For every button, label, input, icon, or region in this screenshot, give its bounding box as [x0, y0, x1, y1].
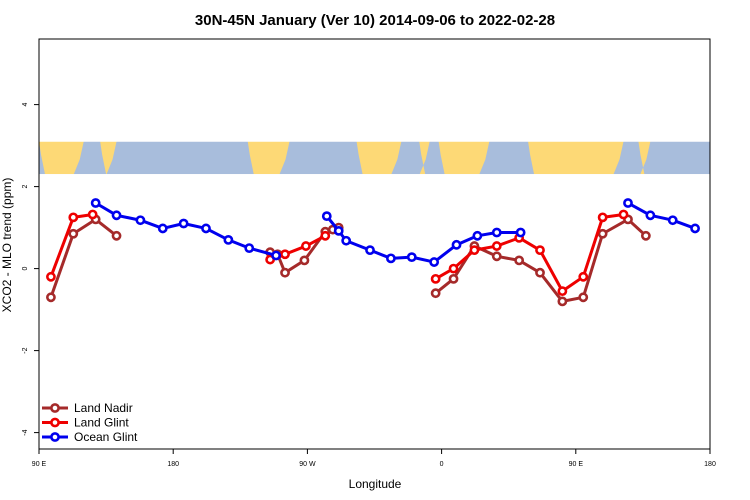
map-landmass [438, 141, 490, 175]
data-point [472, 230, 483, 241]
data-point [135, 215, 146, 226]
data-point [68, 228, 79, 239]
x-tick-label: 90 E [32, 461, 47, 468]
x-tick-label: 180 [704, 461, 716, 468]
legend-swatch-point [50, 432, 60, 442]
data-point [578, 271, 589, 282]
data-point [597, 228, 608, 239]
data-point [365, 245, 375, 256]
data-point [618, 209, 629, 220]
data-point [321, 211, 332, 222]
data-point [333, 225, 344, 236]
data-point [271, 250, 281, 261]
data-point [201, 223, 211, 234]
data-point [430, 273, 441, 284]
data-point [491, 241, 502, 251]
series-line [627, 201, 696, 230]
map-landmass [638, 141, 651, 175]
data-point [557, 296, 568, 307]
data-point [535, 267, 545, 278]
data-point [46, 292, 56, 303]
data-point [451, 239, 462, 250]
legend-item: Land Glint [42, 416, 129, 430]
data-point [557, 286, 568, 297]
y-tick-label: 4 [22, 103, 29, 107]
map-landmass [247, 141, 290, 175]
legend-swatch-point [50, 403, 60, 413]
data-point [429, 257, 440, 267]
data-point [448, 263, 459, 274]
y-tick-label: -4 [22, 429, 29, 435]
data-point [535, 245, 545, 256]
data-point [178, 218, 189, 229]
data-point [111, 210, 122, 221]
data-point [301, 241, 311, 251]
y-tick-label: 0 [22, 267, 29, 271]
data-point [386, 253, 396, 264]
series-line [434, 217, 647, 303]
data-point [244, 243, 255, 253]
data-point [667, 215, 678, 226]
map-landmass [419, 141, 430, 175]
legend-label: Ocean Glint [74, 430, 138, 444]
data-point [430, 288, 441, 299]
map-landmass [528, 141, 624, 175]
series-line [434, 212, 624, 293]
data-point [341, 235, 352, 246]
data-point [640, 230, 651, 241]
chart-title: 30N-45N January (Ver 10) 2014-09-06 to 2… [195, 12, 555, 29]
data-point [690, 223, 700, 234]
data-point [68, 212, 79, 223]
x-tick-label: 90 W [299, 461, 316, 468]
y-tick-label: -2 [22, 347, 29, 353]
data-point [320, 230, 331, 241]
data-point [578, 292, 589, 303]
map-landmass [356, 141, 402, 175]
x-tick-label: 180 [167, 461, 179, 468]
data-point [46, 271, 56, 282]
legend-swatch-point [50, 417, 60, 428]
series-ocean-glint [90, 198, 700, 267]
data-point [514, 255, 525, 266]
data-point [406, 252, 417, 263]
data-point [90, 198, 101, 208]
legend-label: Land Nadir [74, 401, 133, 415]
data-point [111, 230, 122, 241]
x-axis-label: Longitude [349, 477, 402, 491]
y-tick-label: 2 [22, 185, 29, 189]
data-point [448, 273, 459, 284]
x-axis: 90 E 180 90 W 0 90 E 180 [32, 449, 716, 468]
data-point [223, 234, 234, 245]
data-point [87, 209, 98, 220]
legend-label: Land Glint [74, 416, 129, 430]
map-landmass [39, 141, 84, 175]
data-point [469, 245, 480, 256]
x-tick-label: 90 E [569, 461, 584, 468]
series-layer [46, 198, 700, 307]
world-map-inset [38, 141, 711, 175]
data-point [491, 227, 502, 238]
data-point [623, 198, 633, 208]
legend-item: Ocean Glint [42, 430, 138, 444]
data-point [157, 223, 168, 234]
data-point [280, 249, 290, 260]
series-line [49, 217, 118, 298]
series-land-glint [46, 209, 629, 297]
map-landmass [100, 141, 117, 175]
y-axis: -4 -2 0 2 4 [22, 103, 39, 436]
data-point [299, 255, 310, 266]
y-axis-label: XCO2 - MLO trend (ppm) [0, 178, 14, 313]
data-point [280, 267, 290, 278]
data-point [491, 251, 502, 262]
data-point [645, 210, 656, 221]
legend-item: Land Nadir [42, 401, 133, 415]
plot-frame [38, 38, 711, 450]
data-point [597, 212, 608, 223]
x-tick-label: 0 [440, 461, 444, 468]
data-point [515, 227, 526, 238]
